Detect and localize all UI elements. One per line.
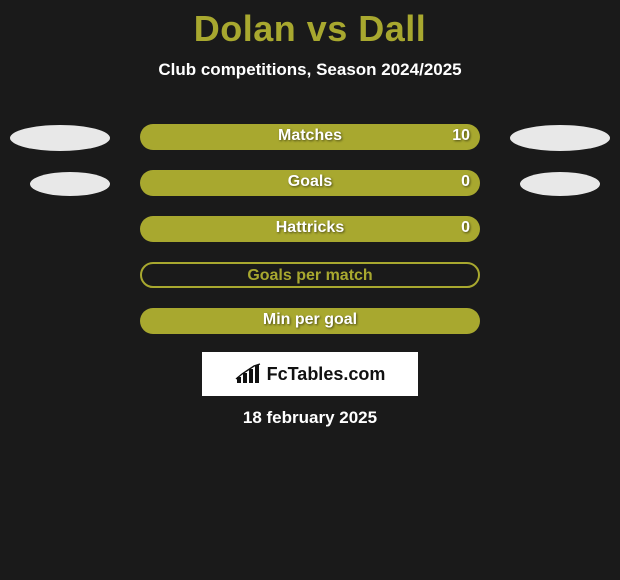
left-ellipse xyxy=(30,172,110,196)
brand-badge: FcTables.com xyxy=(202,352,418,396)
stat-value: 0 xyxy=(461,173,470,191)
stat-value: 10 xyxy=(452,127,470,145)
stat-row: Hattricks 0 xyxy=(0,216,620,262)
stat-row: Matches 10 xyxy=(0,124,620,170)
date-label: 18 february 2025 xyxy=(0,408,620,428)
stat-label: Matches xyxy=(140,127,480,145)
stat-row: Goals 0 xyxy=(0,170,620,216)
barchart-icon xyxy=(235,363,261,385)
stat-bar: Matches 10 xyxy=(140,124,480,150)
right-ellipse xyxy=(520,172,600,196)
page-subtitle: Club competitions, Season 2024/2025 xyxy=(0,60,620,80)
comparison-infographic: Dolan vs Dall Club competitions, Season … xyxy=(0,0,620,580)
page-title: Dolan vs Dall xyxy=(0,0,620,50)
brand-text: FcTables.com xyxy=(267,364,386,385)
stat-rows: Matches 10 Goals 0 Hattricks 0 Goals per xyxy=(0,124,620,354)
stat-label: Goals per match xyxy=(142,267,478,285)
left-ellipse xyxy=(10,125,110,151)
stat-bar: Goals 0 xyxy=(140,170,480,196)
stat-label: Goals xyxy=(140,173,480,191)
stat-label: Hattricks xyxy=(140,219,480,237)
stat-value: 0 xyxy=(461,219,470,237)
stat-bar: Min per goal xyxy=(140,308,480,334)
stat-row: Min per goal xyxy=(0,308,620,354)
stat-bar: Goals per match xyxy=(140,262,480,288)
right-ellipse xyxy=(510,125,610,151)
stat-label: Min per goal xyxy=(140,311,480,329)
stat-bar: Hattricks 0 xyxy=(140,216,480,242)
stat-row: Goals per match xyxy=(0,262,620,308)
